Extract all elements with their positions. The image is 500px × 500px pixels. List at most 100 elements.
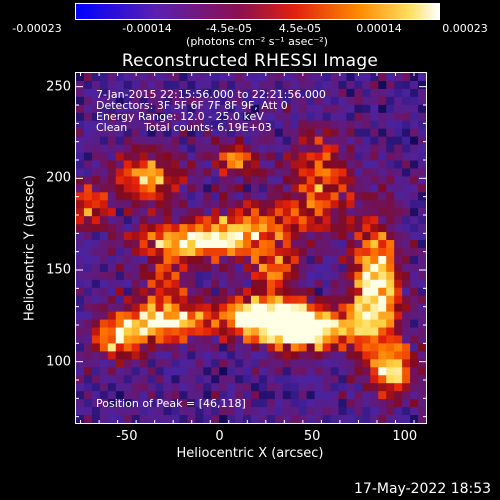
timestamp: 17-May-2022 18:53 [354, 481, 492, 497]
heatmap-cell [171, 200, 181, 209]
heatmap-cell [338, 144, 348, 154]
heatmap-cell [147, 295, 157, 305]
heatmap-cell [298, 415, 308, 423]
heatmap-cell [338, 224, 348, 233]
heatmap-cell [346, 248, 356, 257]
heatmap-cell [370, 255, 379, 265]
heatmap-cell [91, 248, 101, 257]
heatmap-cell [314, 383, 324, 392]
heatmap-cell [227, 168, 236, 178]
heatmap-cell [203, 383, 212, 392]
heatmap-cell [298, 367, 308, 376]
heatmap-cell [418, 152, 426, 162]
heatmap-cell [115, 255, 125, 265]
heatmap-cell [219, 263, 228, 273]
heatmap-cell [266, 327, 276, 337]
heatmap-cell [147, 184, 157, 193]
heatmap-cell [115, 383, 125, 392]
heatmap-cell [298, 279, 308, 289]
heatmap-cell [139, 391, 149, 400]
heatmap-cell [115, 263, 125, 273]
heatmap-cell [131, 335, 141, 345]
heatmap-cell [99, 335, 109, 345]
heatmap-cell [211, 271, 220, 281]
heatmap-cell [107, 279, 117, 289]
heatmap-cell [410, 383, 419, 392]
heatmap-cell [179, 104, 188, 114]
heatmap-cell [314, 263, 324, 273]
heatmap-cell [354, 383, 363, 392]
heatmap-cell [251, 160, 260, 170]
heatmap-cell [402, 80, 411, 90]
heatmap-cell [330, 96, 340, 106]
heatmap-cell [195, 271, 204, 281]
heatmap-cell [251, 335, 260, 345]
heatmap-cell [290, 263, 300, 273]
heatmap-cell [402, 359, 411, 368]
heatmap-cell [370, 184, 379, 193]
heatmap-cell [258, 120, 268, 130]
heatmap-cell [338, 319, 348, 329]
heatmap-cell [195, 415, 204, 423]
heatmap-cell [163, 263, 173, 273]
heatmap-cell [235, 216, 244, 225]
heatmap-cell [76, 128, 85, 138]
heatmap-cell [219, 240, 228, 249]
heatmap-cell [306, 351, 316, 360]
heatmap-cell [123, 248, 133, 257]
heatmap-cell [211, 311, 220, 321]
heatmap-cell [298, 287, 308, 297]
heatmap-cell [99, 303, 109, 313]
heatmap-cell [179, 208, 188, 217]
heatmap-cell [211, 224, 220, 233]
heatmap-cell [155, 391, 165, 400]
heatmap-cell [274, 248, 284, 257]
heatmap-cell [386, 271, 395, 281]
heatmap-cell [203, 216, 212, 225]
heatmap-cell [274, 271, 284, 281]
heatmap-cell [394, 367, 403, 376]
heatmap-cell [243, 255, 252, 265]
heatmap-cell [362, 399, 371, 408]
heatmap-cell [115, 367, 125, 376]
heatmap-cell [386, 240, 395, 249]
heatmap-cell [362, 327, 371, 337]
heatmap-cell [107, 208, 117, 217]
energy-range-annotation: Energy Range: 12.0 - 25.0 keV [96, 110, 264, 123]
heatmap-cell [251, 73, 260, 82]
heatmap-cell [298, 152, 308, 162]
heatmap-cell [282, 303, 292, 313]
heatmap-cell [410, 208, 419, 217]
heatmap-cell [338, 96, 348, 106]
heatmap-cell [346, 399, 356, 408]
heatmap-cell [402, 367, 411, 376]
algorithm-annotation: Clean [96, 121, 128, 134]
heatmap-cell [187, 263, 196, 273]
heatmap-cell [139, 160, 149, 170]
heatmap-cell [410, 263, 419, 273]
heatmap-cell [338, 200, 348, 209]
heatmap-cell [187, 415, 196, 423]
heatmap-cell [314, 279, 324, 289]
heatmap-cell [418, 112, 426, 122]
heatmap-cell [123, 80, 133, 90]
heatmap-cell [219, 319, 228, 329]
heatmap-cell [354, 232, 363, 241]
heatmap-cell [83, 351, 93, 360]
heatmap-cell [171, 176, 181, 185]
heatmap-cell [298, 160, 308, 170]
heatmap-cell [370, 271, 379, 281]
heatmap-cell [107, 367, 117, 376]
heatmap-cell [346, 224, 356, 233]
heatmap-cell [227, 263, 236, 273]
heatmap-cell [306, 152, 316, 162]
chart-title: Reconstructed RHESSI Image [121, 51, 379, 71]
heatmap-cell [115, 96, 125, 106]
heatmap-cell [306, 208, 316, 217]
heatmap-cell [91, 367, 101, 376]
heatmap-cell [338, 232, 348, 241]
heatmap-cell [171, 279, 181, 289]
heatmap-cell [203, 168, 212, 178]
heatmap-cell [139, 279, 149, 289]
heatmap-cell [203, 391, 212, 400]
